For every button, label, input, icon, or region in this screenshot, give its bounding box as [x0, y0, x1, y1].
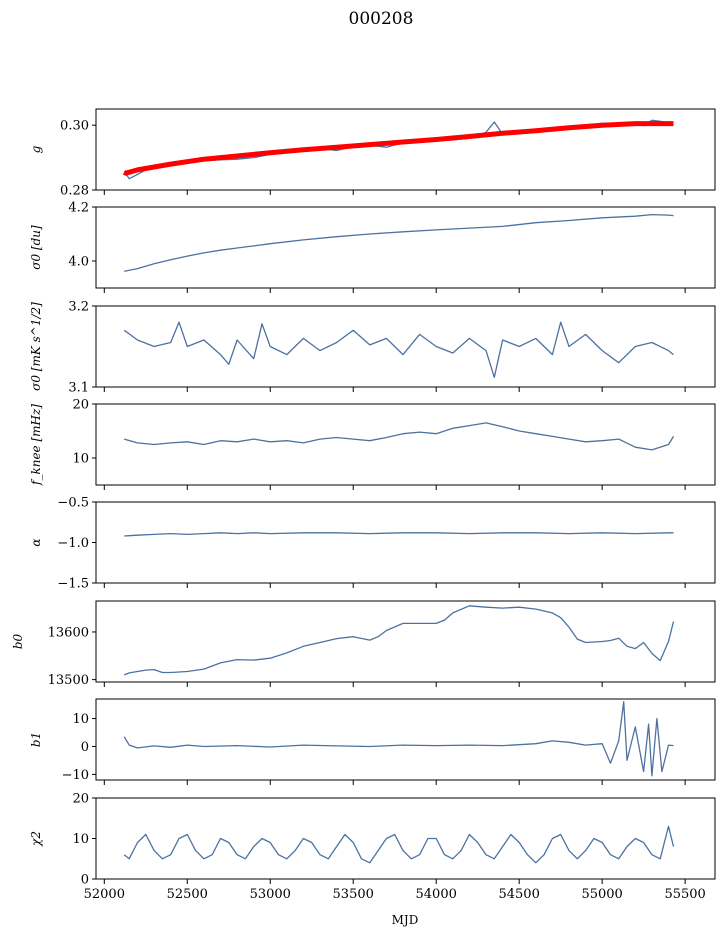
series-line-1	[123, 321, 674, 378]
series-line-1	[123, 605, 675, 676]
y-tick-label: 0.28	[60, 184, 89, 199]
panel-frame	[95, 206, 716, 289]
x-tick-label: 54500	[498, 887, 539, 902]
panel-frame	[95, 108, 716, 191]
series-line-1	[123, 701, 674, 777]
x-axis-label: MJD	[392, 913, 419, 927]
y-tick-label: 10	[72, 712, 89, 727]
y-tick-label: 20	[72, 792, 89, 807]
x-tick-label: 52500	[167, 887, 208, 902]
x-tick-label: 54000	[416, 887, 457, 902]
panel-2: 4.0 4.2 σ0 [du]	[29, 201, 716, 293]
x-tick-label: 55500	[664, 887, 705, 902]
series-line-2	[122, 121, 674, 176]
y-axis-label: σ0 [du]	[29, 225, 43, 270]
y-tick-label: 3.2	[68, 300, 89, 315]
y-axis-label: b0	[11, 633, 25, 649]
y-tick-label: 13500	[48, 673, 89, 688]
series-line-1	[124, 422, 675, 451]
y-tick-label: −1.5	[57, 577, 89, 592]
y-tick-label: 0	[81, 873, 89, 888]
series-line-1	[123, 825, 675, 864]
series-line-1	[124, 532, 674, 537]
panel-8: 0 10 20 52000 52500 53000 53500 54000 54500 55000…	[29, 792, 716, 902]
y-tick-label: 13600	[48, 625, 89, 640]
x-tick-label: 53000	[250, 887, 291, 902]
figure-title: 000208	[349, 9, 414, 29]
y-tick-label: 20	[72, 398, 89, 413]
x-tick-label: 55000	[581, 887, 622, 902]
panels: 0.28 0.30 g 4.0 4.2 σ0 [du] 3.1 3.2 σ0 [mK s^1/2…	[11, 108, 716, 902]
y-tick-label: 0	[81, 740, 89, 755]
panel-7: −10 0 10 b1	[29, 698, 716, 785]
y-tick-label: −10	[62, 768, 89, 783]
y-axis-label: g	[29, 145, 43, 153]
y-tick-label: 0.30	[60, 119, 89, 134]
panel-frame	[95, 600, 716, 683]
y-tick-label: 10	[72, 832, 89, 847]
y-tick-label: −0.5	[57, 496, 89, 511]
panel-6: 13500 13600 b0	[11, 600, 716, 688]
panel-frame	[95, 305, 716, 388]
y-tick-label: 4.2	[68, 201, 89, 216]
panel-5: −1.5 −1.0 −0.5 α	[29, 496, 716, 592]
y-tick-label: 10	[72, 452, 89, 467]
y-axis-label: χ2	[29, 831, 43, 847]
series-line-1	[124, 213, 674, 272]
panel-4: 10 20 f_knee [mHz]	[29, 398, 716, 490]
y-tick-label: 4.0	[68, 255, 89, 270]
y-tick-label: 3.1	[68, 381, 89, 396]
panel-1: 0.28 0.30 g	[29, 108, 716, 199]
y-tick-label: −1.0	[57, 536, 89, 551]
y-axis-label: σ0 [mK s^1/2]	[29, 302, 43, 391]
y-axis-label: b1	[29, 732, 43, 747]
panel-3: 3.1 3.2 σ0 [mK s^1/2]	[29, 300, 716, 396]
x-tick-label: 52000	[84, 887, 125, 902]
panel-frame	[95, 403, 716, 486]
y-axis-label: f_knee [mHz]	[29, 404, 43, 486]
y-axis-label: α	[29, 538, 43, 546]
x-tick-label: 53500	[333, 887, 374, 902]
panel-frame	[95, 698, 716, 781]
